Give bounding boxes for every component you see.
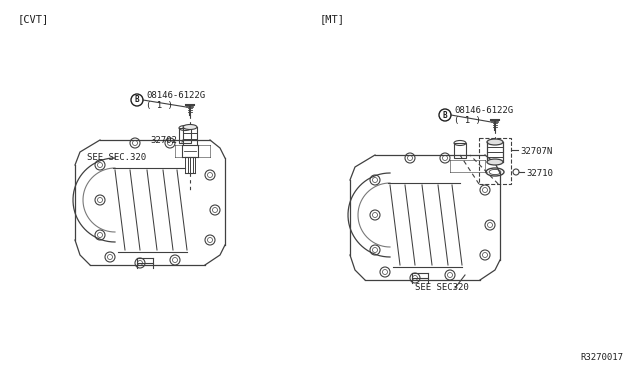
Text: 32707N: 32707N [520,148,552,157]
Ellipse shape [183,125,197,129]
Text: 32710: 32710 [526,170,553,179]
Text: B: B [443,110,447,119]
Text: [CVT]: [CVT] [18,14,49,24]
Text: ( 1 ): ( 1 ) [146,101,173,110]
Bar [179,128,191,143]
Bar [479,138,511,184]
Text: [MT]: [MT] [320,14,345,24]
Text: 32702: 32702 [150,136,177,145]
Ellipse shape [487,159,503,165]
Text: SEE SEC.320: SEE SEC.320 [87,153,146,162]
Ellipse shape [487,139,503,145]
Text: R3270017: R3270017 [580,353,623,362]
Text: SEE SEC320: SEE SEC320 [415,283,468,292]
Bar [454,143,466,158]
Text: 08146-6122G: 08146-6122G [454,106,513,115]
Text: 08146-6122G: 08146-6122G [146,91,205,100]
Text: B: B [134,96,140,105]
Text: ( 1 ): ( 1 ) [454,116,481,125]
